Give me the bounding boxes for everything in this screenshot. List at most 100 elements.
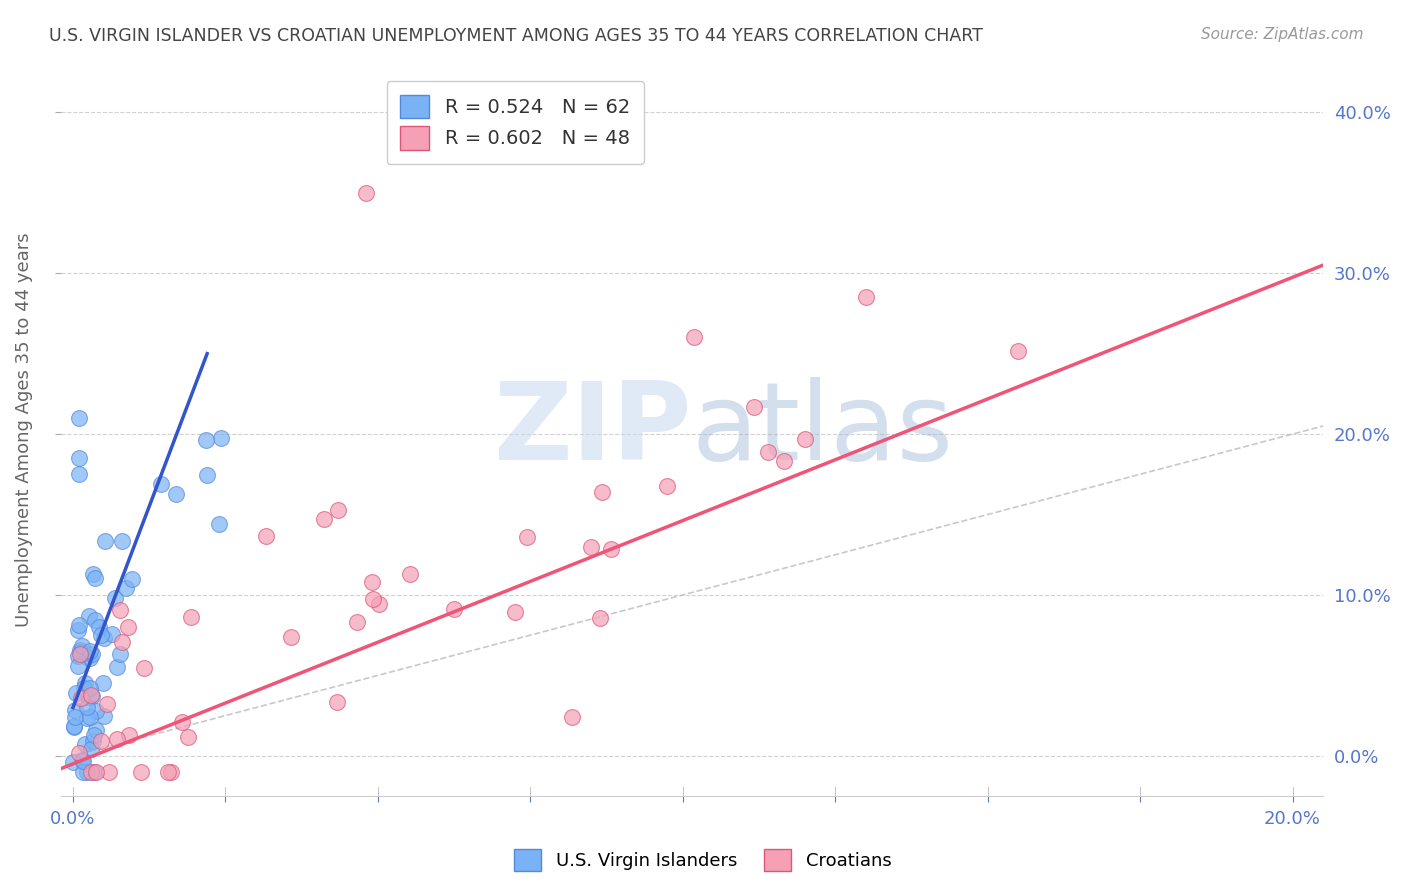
Point: [91, 676, 114, 690]
Point: [683, 330, 706, 344]
Point: [82, 567, 104, 582]
Point: [399, 567, 422, 582]
Point: [443, 602, 465, 616]
Point: [312, 511, 335, 525]
Point: [177, 730, 200, 744]
Y-axis label: Unemployment Among Ages 35 to 44 years: Unemployment Among Ages 35 to 44 years: [15, 233, 32, 627]
Point: [150, 476, 173, 491]
Point: [326, 695, 349, 709]
Point: [328, 503, 350, 517]
Point: [772, 454, 794, 468]
Point: [209, 430, 232, 444]
Point: [111, 533, 134, 548]
Point: [94, 534, 117, 549]
Point: [70, 639, 93, 653]
Point: [76, 764, 98, 779]
Point: [132, 661, 155, 675]
Point: [90, 734, 112, 748]
Point: [90, 627, 112, 641]
Point: [180, 610, 202, 624]
Point: [75, 737, 97, 751]
Point: [69, 645, 91, 659]
Point: [76, 711, 98, 725]
Point: [62, 755, 84, 769]
Point: [84, 613, 107, 627]
Point: [96, 697, 118, 711]
Point: [69, 647, 91, 661]
Point: [742, 400, 765, 414]
Point: [79, 710, 101, 724]
Point: [208, 516, 231, 531]
Point: [80, 764, 103, 779]
Point: [80, 742, 103, 756]
Point: [108, 647, 131, 661]
Point: [63, 719, 86, 733]
Point: [63, 703, 86, 717]
Text: U.S. VIRGIN ISLANDER VS CROATIAN UNEMPLOYMENT AMONG AGES 35 TO 44 YEARS CORRELAT: U.S. VIRGIN ISLANDER VS CROATIAN UNEMPLO…: [49, 27, 983, 45]
Point: [67, 648, 90, 663]
Point: [165, 487, 187, 501]
Point: [1007, 344, 1029, 359]
Point: [72, 754, 94, 768]
Point: [117, 728, 139, 742]
Point: [115, 581, 138, 595]
Point: [195, 468, 218, 483]
Point: [83, 728, 105, 742]
Point: [756, 445, 779, 459]
Point: [101, 627, 124, 641]
Point: [69, 642, 91, 657]
Point: [159, 764, 181, 779]
Point: [131, 764, 153, 779]
Point: [66, 659, 89, 673]
Point: [77, 690, 100, 704]
Point: [591, 485, 613, 500]
Point: [254, 529, 277, 543]
Point: [67, 467, 90, 482]
Text: atlas: atlas: [692, 377, 953, 483]
Point: [588, 610, 610, 624]
Point: [503, 605, 526, 619]
Point: [170, 714, 193, 729]
Point: [195, 433, 218, 447]
Point: [111, 635, 134, 649]
Point: [107, 660, 129, 674]
Point: [62, 720, 84, 734]
Point: [63, 709, 86, 723]
Point: [66, 623, 89, 637]
Point: [75, 675, 97, 690]
Point: [79, 651, 101, 665]
Point: [105, 731, 128, 746]
Point: [360, 575, 382, 590]
Legend: U.S. Virgin Islanders, Croatians: U.S. Virgin Islanders, Croatians: [508, 842, 898, 879]
Point: [79, 681, 101, 695]
Point: [79, 688, 101, 702]
Point: [76, 700, 98, 714]
Point: [84, 571, 107, 585]
Point: [657, 479, 679, 493]
Point: [72, 764, 94, 779]
Point: [83, 764, 105, 779]
Point: [87, 620, 110, 634]
Point: [82, 647, 104, 661]
Point: [121, 572, 143, 586]
Point: [368, 598, 391, 612]
Point: [104, 591, 127, 606]
Point: [354, 186, 377, 200]
Point: [93, 632, 115, 646]
Point: [70, 753, 93, 767]
Point: [793, 432, 815, 446]
Point: [561, 709, 583, 723]
Point: [361, 592, 384, 607]
Point: [93, 708, 115, 723]
Point: [280, 631, 302, 645]
Point: [108, 603, 131, 617]
Point: [98, 764, 121, 779]
Point: [84, 764, 107, 779]
Point: [67, 617, 90, 632]
Point: [80, 689, 103, 703]
Point: [73, 681, 96, 695]
Point: [76, 649, 98, 664]
Point: [77, 609, 100, 624]
Text: Source: ZipAtlas.com: Source: ZipAtlas.com: [1201, 27, 1364, 42]
Point: [82, 734, 104, 748]
